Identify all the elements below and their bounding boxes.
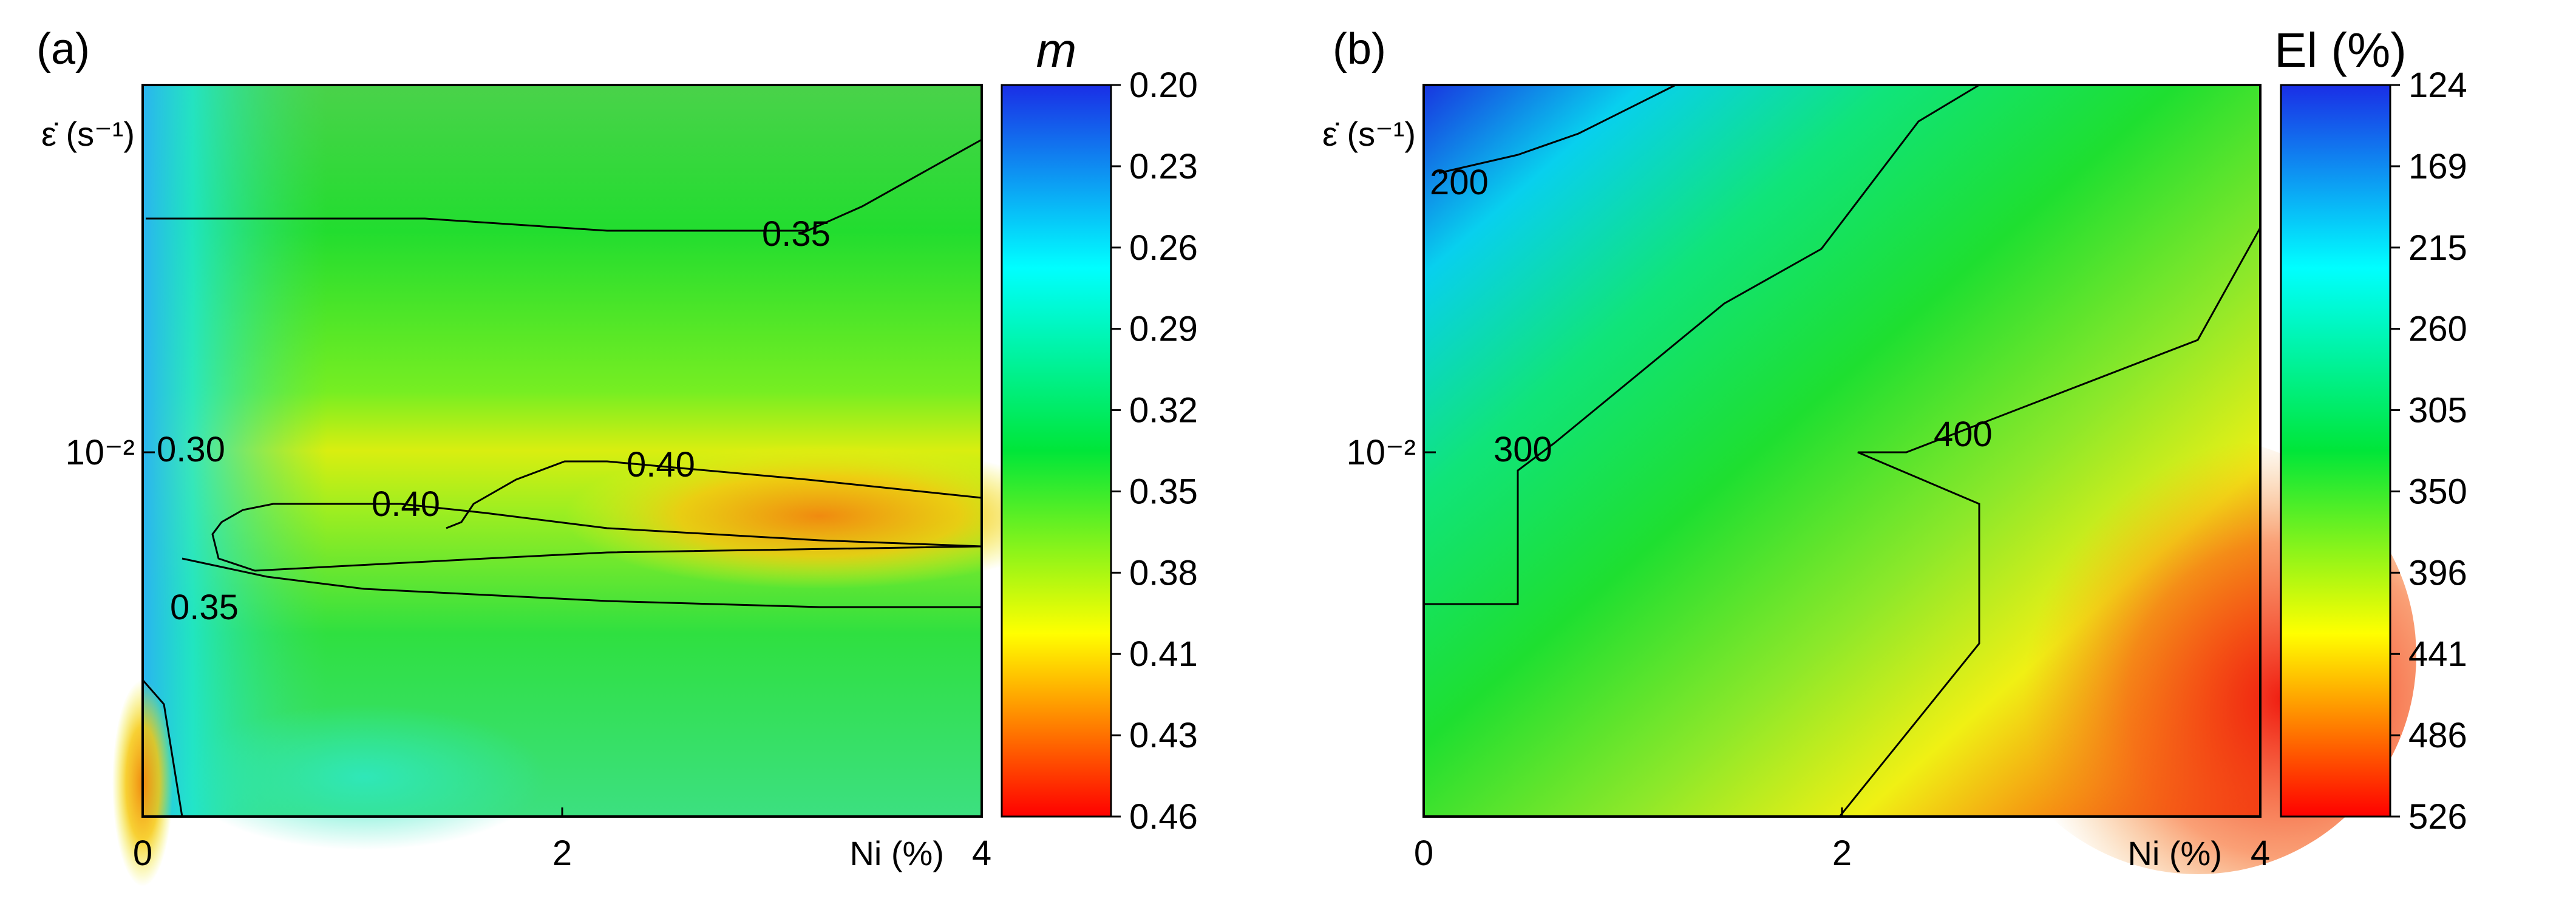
contour-line <box>211 503 982 572</box>
colorbar-tick-label: 260 <box>2408 310 2467 349</box>
colorbar-title: El (%) <box>2274 23 2407 77</box>
contour-line <box>1438 84 1676 174</box>
y-axis-title: ε̇ (s⁻¹) <box>1322 115 1416 153</box>
x-tick-label: 2 <box>552 834 572 873</box>
contour-line <box>146 138 982 232</box>
panel-a-label: (a) <box>36 25 90 73</box>
x-tick-label: 0 <box>1414 834 1433 873</box>
colorbar-tick-label: 0.32 <box>1129 391 1198 430</box>
x-tick-label: 4 <box>2251 834 2270 873</box>
colorbar-tick-label: 0.38 <box>1129 553 1198 593</box>
contour-line <box>182 557 982 608</box>
panel-a-colorbar: m 0.200.230.260.290.320.350.380.410.430.… <box>1001 23 1198 837</box>
x-tick-label: 0 <box>133 834 152 873</box>
colorbar-tick-label: 441 <box>2408 634 2467 674</box>
panel-b-colorbar: El (%) 124 169 215 260 305 350 396 441 486 526 <box>2274 23 2467 837</box>
contour-label: 0.30 <box>157 430 225 469</box>
contour-line <box>446 460 982 529</box>
x-axis-title: Ni (%) <box>2127 834 2222 872</box>
panel-a-plot-area <box>112 85 1075 886</box>
panel-a-x-axis: 0 2 4 Ni (%) <box>133 807 991 873</box>
panel-a-contours <box>141 138 982 817</box>
x-tick-label: 4 <box>972 834 991 873</box>
colorbar-gradient <box>1001 84 1112 818</box>
colorbar-tick-label: 396 <box>2408 553 2467 593</box>
colorbar-tick-label: 0.46 <box>1129 797 1198 837</box>
panel-b-y-axis: 10⁻² ε̇ (s⁻¹) <box>1322 115 1436 472</box>
contour-label: 0.40 <box>627 445 695 484</box>
panel-b-contour-labels: 200 300 400 <box>1430 163 1993 469</box>
colorbar-tick-label: 0.41 <box>1129 634 1198 674</box>
colorbar-tick-label: 486 <box>2408 716 2467 755</box>
colorbar-title: m <box>1036 23 1077 77</box>
panel-b-x-axis: 0 2 4 Ni (%) <box>1414 807 2270 873</box>
colorbar-tick-label: 0.43 <box>1129 716 1198 755</box>
contour-line <box>141 679 183 817</box>
colorbar-tick-label: 215 <box>2408 228 2467 268</box>
colorbar-ticks: 124 169 215 260 305 350 396 441 486 526 <box>2390 66 2467 837</box>
contour-line <box>1838 227 2262 817</box>
panel-a-hotspot <box>565 443 1075 589</box>
panel-a-heatmap: (a) 0.35 0.30 0.40 0.40 0.35 <box>36 23 1198 886</box>
contour-label: 400 <box>1934 415 1993 454</box>
y-tick-label: 10⁻² <box>1347 433 1416 472</box>
y-tick-label: 10⁻² <box>66 433 135 472</box>
colorbar-ticks: 0.20 0.23 0.26 0.29 0.32 0.35 0.38 0.41 0.43 0.46 <box>1111 66 1198 837</box>
colorbar-tick-label: 305 <box>2408 391 2467 430</box>
contour-label: 0.35 <box>170 588 239 627</box>
colorbar-tick-label: 0.20 <box>1129 66 1198 105</box>
panel-a-cyan-bottom <box>182 704 546 850</box>
panel-b-label: (b) <box>1333 25 1386 73</box>
x-axis-title: Ni (%) <box>849 834 944 872</box>
colorbar-tick-label: 526 <box>2408 797 2467 837</box>
colorbar-tick-label: 169 <box>2408 147 2467 186</box>
panel-b-contours <box>1424 84 2262 817</box>
contour-label: 300 <box>1494 430 1552 469</box>
colorbar-tick-label: 350 <box>2408 472 2467 511</box>
x-tick-label: 2 <box>1832 834 1852 873</box>
colorbar-tick-label: 0.26 <box>1129 228 1198 268</box>
panel-a-y-axis: 10⁻² ε̇ (s⁻¹) <box>41 115 155 472</box>
contour-line <box>1424 84 1980 605</box>
colorbar-tick-label: 0.29 <box>1129 310 1198 349</box>
y-axis-title: ε̇ (s⁻¹) <box>41 115 135 153</box>
contour-label: 200 <box>1430 163 1489 202</box>
panel-b-heatmap: (b) 200 300 400 0 2 4 Ni (%) 10⁻² <box>1322 23 2467 874</box>
colorbar-gradient <box>2280 84 2391 818</box>
colorbar-tick-label: 0.23 <box>1129 147 1198 186</box>
colorbar-tick-label: 124 <box>2408 66 2467 105</box>
panel-a-contour-labels: 0.35 0.30 0.40 0.40 0.35 <box>157 214 831 627</box>
contour-label: 0.35 <box>762 214 831 254</box>
colorbar-tick-label: 0.35 <box>1129 472 1198 511</box>
contour-label: 0.40 <box>372 484 440 524</box>
